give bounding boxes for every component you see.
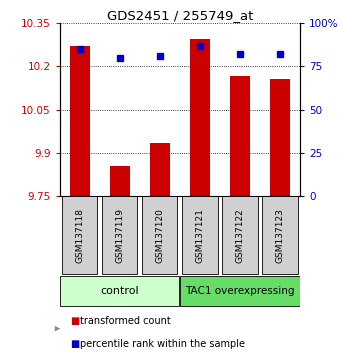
Text: transformed count: transformed count [80,316,171,326]
Bar [263,196,298,274]
Text: ■: ■ [70,316,79,326]
Bar [102,196,137,274]
Text: GSM137120: GSM137120 [155,208,164,263]
Bar [190,39,210,196]
Text: ■: ■ [70,339,79,349]
Title: GDS2451 / 255749_at: GDS2451 / 255749_at [107,9,253,22]
Text: GSM137119: GSM137119 [115,208,124,263]
Bar [270,79,290,196]
Text: GSM137121: GSM137121 [195,208,204,263]
Bar [222,196,257,274]
Bar [142,196,177,274]
Bar [70,46,90,196]
Bar [180,276,300,306]
Text: control: control [101,286,139,296]
Bar [230,76,250,196]
Bar [110,166,130,196]
Text: GSM137118: GSM137118 [75,208,84,263]
Bar [150,143,170,196]
Text: percentile rank within the sample: percentile rank within the sample [80,339,245,349]
Text: GSM137122: GSM137122 [236,208,244,263]
Text: GSM137123: GSM137123 [276,208,284,263]
Bar [62,196,97,274]
Bar [182,196,218,274]
Text: TAC1 overexpressing: TAC1 overexpressing [185,286,295,296]
Bar [60,276,179,306]
